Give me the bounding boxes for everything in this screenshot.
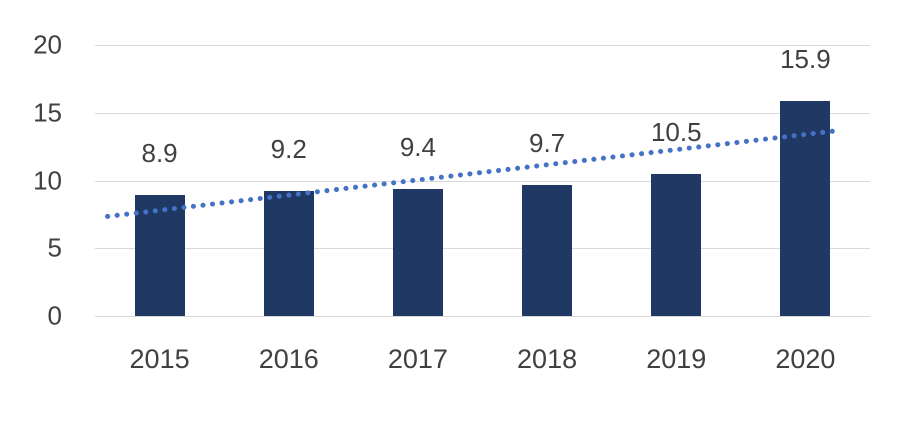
data-label-2015: 8.9: [141, 138, 178, 169]
bar-2016: [263, 191, 314, 316]
gridline-5: [95, 248, 870, 250]
gridline-20: [95, 45, 870, 46]
data-label-2019: 10.5: [650, 116, 702, 147]
y-axis-tick-5: 5: [47, 232, 62, 263]
gridline-10: [95, 180, 870, 182]
y-axis-tick-0: 0: [47, 300, 62, 331]
gridline-0: [95, 316, 870, 317]
x-axis-label-2015: 2015: [129, 344, 190, 374]
x-axis-label-2020: 2020: [775, 344, 836, 374]
bar-2019: [651, 173, 702, 316]
x-axis-label-2019: 2019: [646, 344, 707, 374]
data-label-2017: 9.4: [399, 131, 436, 162]
x-axis-label-2018: 2018: [517, 344, 578, 374]
data-label-2016: 9.2: [270, 134, 307, 165]
y-axis-tick-15: 15: [33, 97, 62, 128]
y-axis-tick-20: 20: [33, 29, 62, 60]
bar-2018: [522, 184, 573, 316]
x-axis-label-2016: 2016: [258, 344, 319, 374]
bar-2015: [134, 195, 185, 316]
data-label-2020: 15.9: [780, 43, 831, 74]
data-label-2018: 9.7: [529, 127, 566, 158]
y-axis-tick-10: 10: [33, 164, 62, 195]
bar-2020: [780, 100, 831, 316]
gridline-15: [95, 112, 870, 114]
x-axis-label-2017: 2017: [387, 344, 448, 374]
bar-2017: [392, 188, 443, 316]
trendline-path: [105, 127, 844, 219]
